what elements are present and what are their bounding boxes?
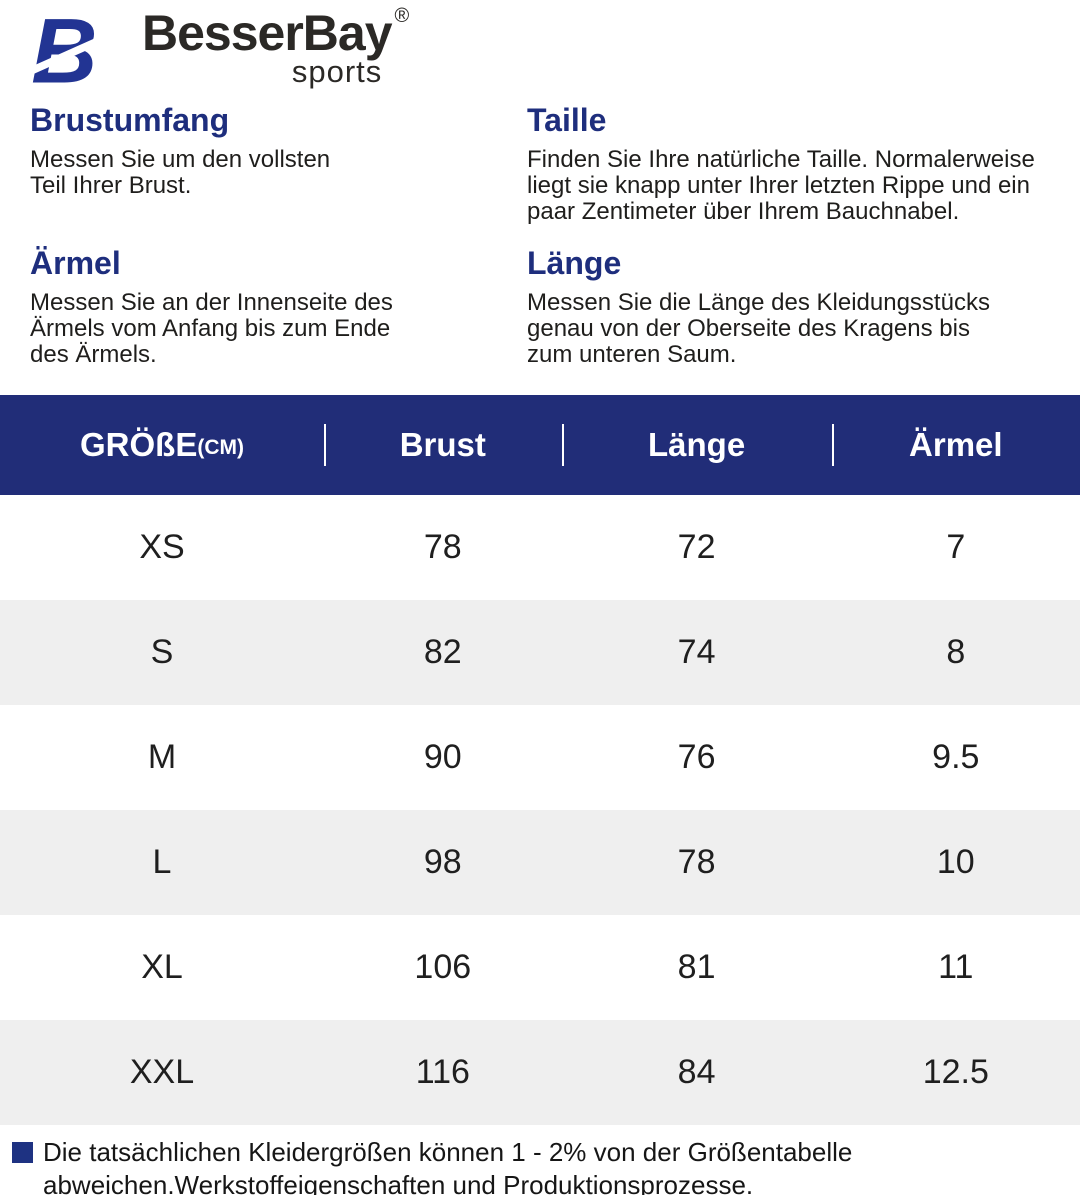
registered-trademark-icon: ® [394, 5, 410, 27]
section-title-aermel: Ärmel [30, 244, 121, 281]
laenge-cell: 84 [677, 1052, 716, 1091]
table-row-xs: XS 78 72 7 [0, 495, 1080, 600]
size-unit-label: (CM) [197, 435, 244, 459]
section-aermel: Ärmel Messen Sie an der Innenseite des Ä… [30, 245, 527, 368]
aermel-cell: 9.5 [932, 737, 980, 776]
table-row-s: S 82 74 8 [0, 599, 1080, 705]
table-row-m: M 90 76 9.5 [0, 705, 1080, 810]
header-cell-laenge: Länge [648, 425, 746, 463]
column-divider [831, 423, 834, 466]
section-body-taille: Finden Sie Ihre natürliche Taille. Norma… [527, 145, 1035, 225]
section-brustumfang: Brustumfang Messen Sie um den vollsten T… [30, 102, 527, 225]
table-row-xl: XL 106 81 11 [0, 915, 1080, 1020]
svg-text:B: B [31, 8, 97, 92]
size-cell: XXL [129, 1052, 195, 1091]
brust-cell: 82 [423, 632, 462, 671]
table-row-xxl: XXL 116 84 12.5 [0, 1019, 1080, 1125]
column-divider [561, 423, 564, 466]
size-table-header: GRÖßE (CM) Brust Länge Ärmel [0, 394, 1080, 495]
section-title-taille: Taille [527, 102, 607, 138]
footnote: Die tatsächlichen Kleidergrößen können 1… [12, 1136, 1080, 1195]
brand-name: BesserBay [142, 5, 393, 61]
besserbay-logo-icon: B [2, 0, 154, 102]
brust-cell: 78 [423, 527, 462, 566]
brust-cell: 116 [415, 1052, 470, 1091]
section-taille: Taille Finden Sie Ihre natürliche Taille… [527, 102, 1080, 225]
aermel-cell: 8 [946, 632, 966, 671]
aermel-cell: 10 [936, 842, 975, 881]
section-body-aermel: Messen Sie an der Innenseite des Ärmels … [30, 288, 393, 368]
size-cell: XL [141, 947, 183, 986]
header-cell-brust: Brust [399, 425, 486, 463]
bullet-square-icon [12, 1141, 33, 1163]
size-table-body: XS 78 72 7 S 82 74 8 M 90 76 9.5 L 98 78 [0, 495, 1080, 1125]
size-cell: S [150, 632, 174, 671]
section-body-brustumfang: Messen Sie um den vollsten Teil Ihrer Br… [30, 145, 331, 199]
header-cell-aermel: Ärmel [909, 425, 1003, 463]
header-cell-size: GRÖßE (CM) [0, 395, 324, 495]
aermel-cell: 12.5 [922, 1052, 989, 1091]
section-title-laenge: Länge [527, 244, 622, 281]
section-laenge: Länge Messen Sie die Länge des Kleidungs… [527, 245, 1080, 368]
laenge-cell: 74 [677, 632, 716, 671]
table-row-l: L 98 78 10 [0, 809, 1080, 915]
size-cell: XS [139, 527, 185, 566]
brust-cell: 98 [423, 842, 462, 881]
aermel-cell: 11 [938, 947, 974, 986]
brand-wordmark: BesserBay ® sports [142, 5, 410, 90]
brand-header: B BesserBay ® sports [0, 0, 1080, 102]
laenge-cell: 72 [677, 527, 716, 566]
section-body-laenge: Messen Sie die Länge des Kleidungsstücks… [527, 288, 990, 368]
size-cell: L [152, 842, 172, 881]
section-title-brustumfang: Brustumfang [30, 102, 230, 138]
measurement-instructions: Brustumfang Messen Sie um den vollsten T… [0, 96, 1080, 368]
size-label: GRÖßE [80, 425, 198, 463]
footnote-text: Die tatsächlichen Kleidergrößen können 1… [43, 1136, 853, 1195]
brust-cell: 106 [414, 947, 472, 986]
laenge-cell: 76 [677, 737, 716, 776]
size-table: GRÖßE (CM) Brust Länge Ärmel XS 78 72 7 S… [0, 394, 1080, 1125]
brand-subtitle: sports [291, 54, 383, 89]
aermel-cell: 7 [946, 527, 966, 566]
laenge-cell: 81 [677, 947, 716, 986]
brust-cell: 90 [423, 737, 462, 776]
column-divider [324, 423, 326, 466]
size-cell: M [147, 737, 177, 776]
laenge-cell: 78 [677, 842, 716, 881]
